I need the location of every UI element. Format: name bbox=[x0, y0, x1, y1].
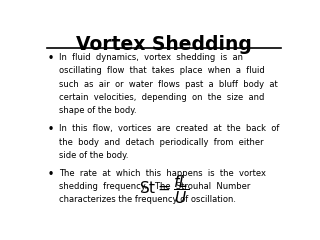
Text: $\mathrm{St} = \dfrac{fL}{U}$: $\mathrm{St} = \dfrac{fL}{U}$ bbox=[139, 174, 189, 206]
Text: •: • bbox=[47, 169, 53, 179]
Text: side of the body.: side of the body. bbox=[59, 151, 128, 160]
Text: Vortex Shedding: Vortex Shedding bbox=[76, 35, 252, 54]
Text: The  rate  at  which  this  happens  is  the  vortex: The rate at which this happens is the vo… bbox=[59, 169, 266, 178]
Text: shape of the body.: shape of the body. bbox=[59, 106, 136, 115]
Text: •: • bbox=[47, 124, 53, 134]
Text: •: • bbox=[47, 53, 53, 63]
Text: such  as  air  or  water  flows  past  a  bluff  body  at: such as air or water flows past a bluff … bbox=[59, 80, 277, 89]
Text: In  this  flow,  vortices  are  created  at  the  back  of: In this flow, vortices are created at th… bbox=[59, 124, 279, 133]
Text: oscillating  flow  that  takes  place  when  a  fluid: oscillating flow that takes place when a… bbox=[59, 66, 264, 76]
Text: characterizes the frequency of oscillation.: characterizes the frequency of oscillati… bbox=[59, 196, 236, 204]
Text: shedding  frequency.   The  Strouhal  Number: shedding frequency. The Strouhal Number bbox=[59, 182, 250, 191]
Text: In  fluid  dynamics,  vortex  shedding  is  an: In fluid dynamics, vortex shedding is an bbox=[59, 53, 243, 62]
Text: the  body  and  detach  periodically  from  either: the body and detach periodically from ei… bbox=[59, 138, 263, 147]
Text: certain  velocities,  depending  on  the  size  and: certain velocities, depending on the siz… bbox=[59, 93, 264, 102]
